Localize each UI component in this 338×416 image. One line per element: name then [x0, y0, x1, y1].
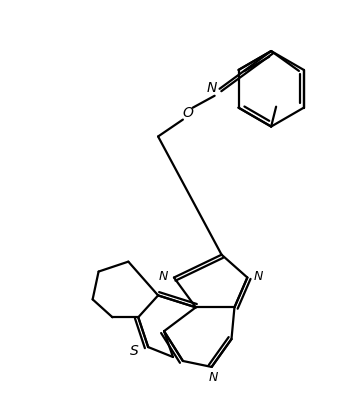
Text: O: O [183, 106, 193, 120]
Text: N: N [159, 270, 168, 283]
Text: S: S [130, 344, 139, 358]
Text: N: N [254, 270, 263, 283]
Text: N: N [209, 371, 218, 384]
Text: N: N [207, 81, 217, 95]
